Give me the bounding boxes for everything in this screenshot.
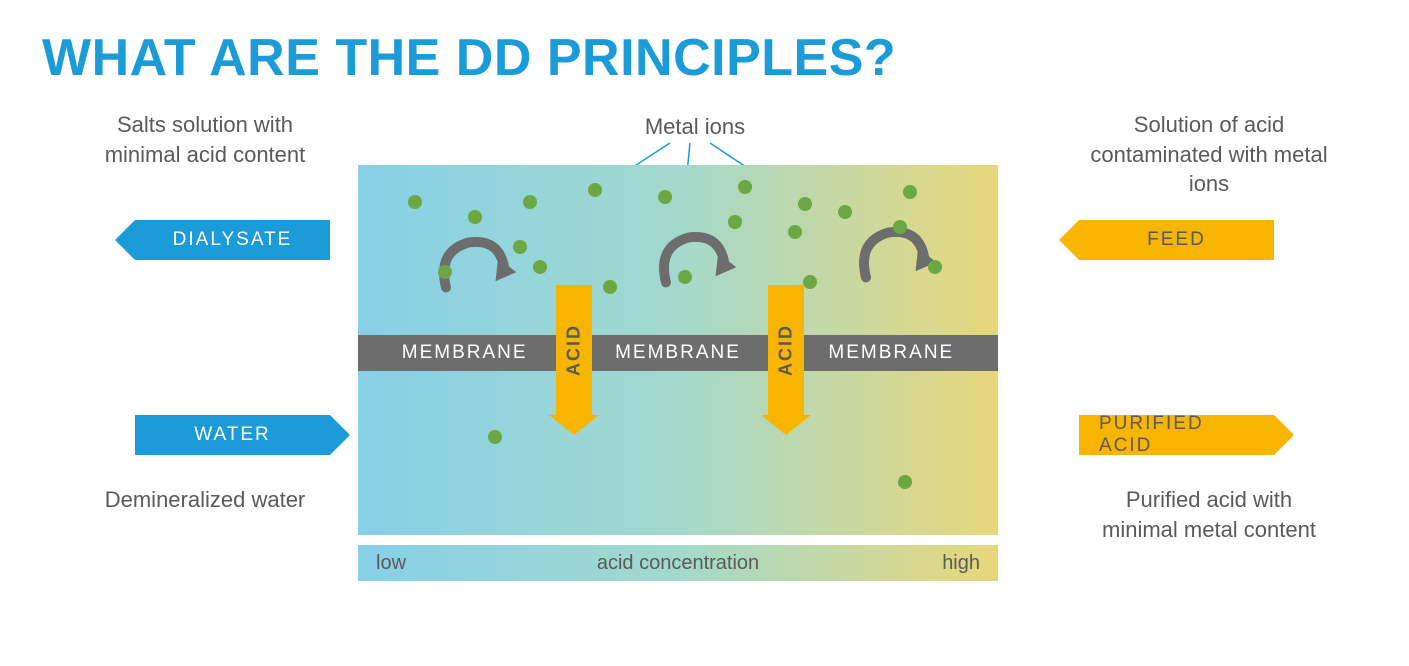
metal-ion-icon xyxy=(898,475,912,489)
acid-arrow-2: ACID xyxy=(768,285,804,415)
label-dialysate-desc: Salts solution with minimal acid content xyxy=(100,110,310,169)
label-metal-ions: Metal ions xyxy=(620,112,770,142)
diagram-box: MEMBRANE MEMBRANE MEMBRANE ACID ACID xyxy=(358,165,998,535)
metal-ion-icon xyxy=(523,195,537,209)
feed-banner: FEED xyxy=(1079,220,1274,260)
metal-ion-icon xyxy=(838,205,852,219)
metal-ion-icon xyxy=(468,210,482,224)
acid-label-2: ACID xyxy=(776,324,797,376)
gradient-center-label: acid concentration xyxy=(597,552,759,575)
label-feed-desc: Solution of acid contaminated with metal… xyxy=(1089,110,1329,199)
gradient-high-label: high xyxy=(942,552,980,575)
metal-ion-icon xyxy=(788,225,802,239)
metal-ion-icon xyxy=(893,220,907,234)
metal-ion-icon xyxy=(603,280,617,294)
metal-ion-icon xyxy=(588,183,602,197)
metal-ion-icon xyxy=(658,190,672,204)
membrane-label-1: MEMBRANE xyxy=(358,342,571,364)
water-banner: WATER xyxy=(135,415,330,455)
metal-ion-icon xyxy=(533,260,547,274)
concentration-gradient-bar: low acid concentration high xyxy=(358,545,998,581)
recirculation-arrow-icon xyxy=(648,215,738,305)
acid-arrow-1: ACID xyxy=(556,285,592,415)
metal-ion-icon xyxy=(738,180,752,194)
purified-acid-banner: PURIFIED ACID xyxy=(1079,415,1274,455)
membrane-bar: MEMBRANE MEMBRANE MEMBRANE xyxy=(358,335,998,371)
label-purified-desc: Purified acid with minimal metal content xyxy=(1089,485,1329,544)
metal-ion-icon xyxy=(488,430,502,444)
metal-ion-icon xyxy=(928,260,942,274)
metal-ion-icon xyxy=(903,185,917,199)
metal-ion-icon xyxy=(408,195,422,209)
metal-ion-icon xyxy=(728,215,742,229)
metal-ion-icon xyxy=(803,275,817,289)
dialysate-banner: DIALYSATE xyxy=(135,220,330,260)
metal-ion-icon xyxy=(678,270,692,284)
gradient-low-label: low xyxy=(376,552,406,575)
membrane-label-2: MEMBRANE xyxy=(571,342,784,364)
page-title: WHAT ARE THE DD PRINCIPLES? xyxy=(42,28,896,88)
metal-ion-icon xyxy=(438,265,452,279)
metal-ion-icon xyxy=(798,197,812,211)
acid-label-1: ACID xyxy=(564,324,585,376)
membrane-label-3: MEMBRANE xyxy=(785,342,998,364)
label-water-desc: Demineralized water xyxy=(100,485,310,515)
metal-ion-icon xyxy=(513,240,527,254)
